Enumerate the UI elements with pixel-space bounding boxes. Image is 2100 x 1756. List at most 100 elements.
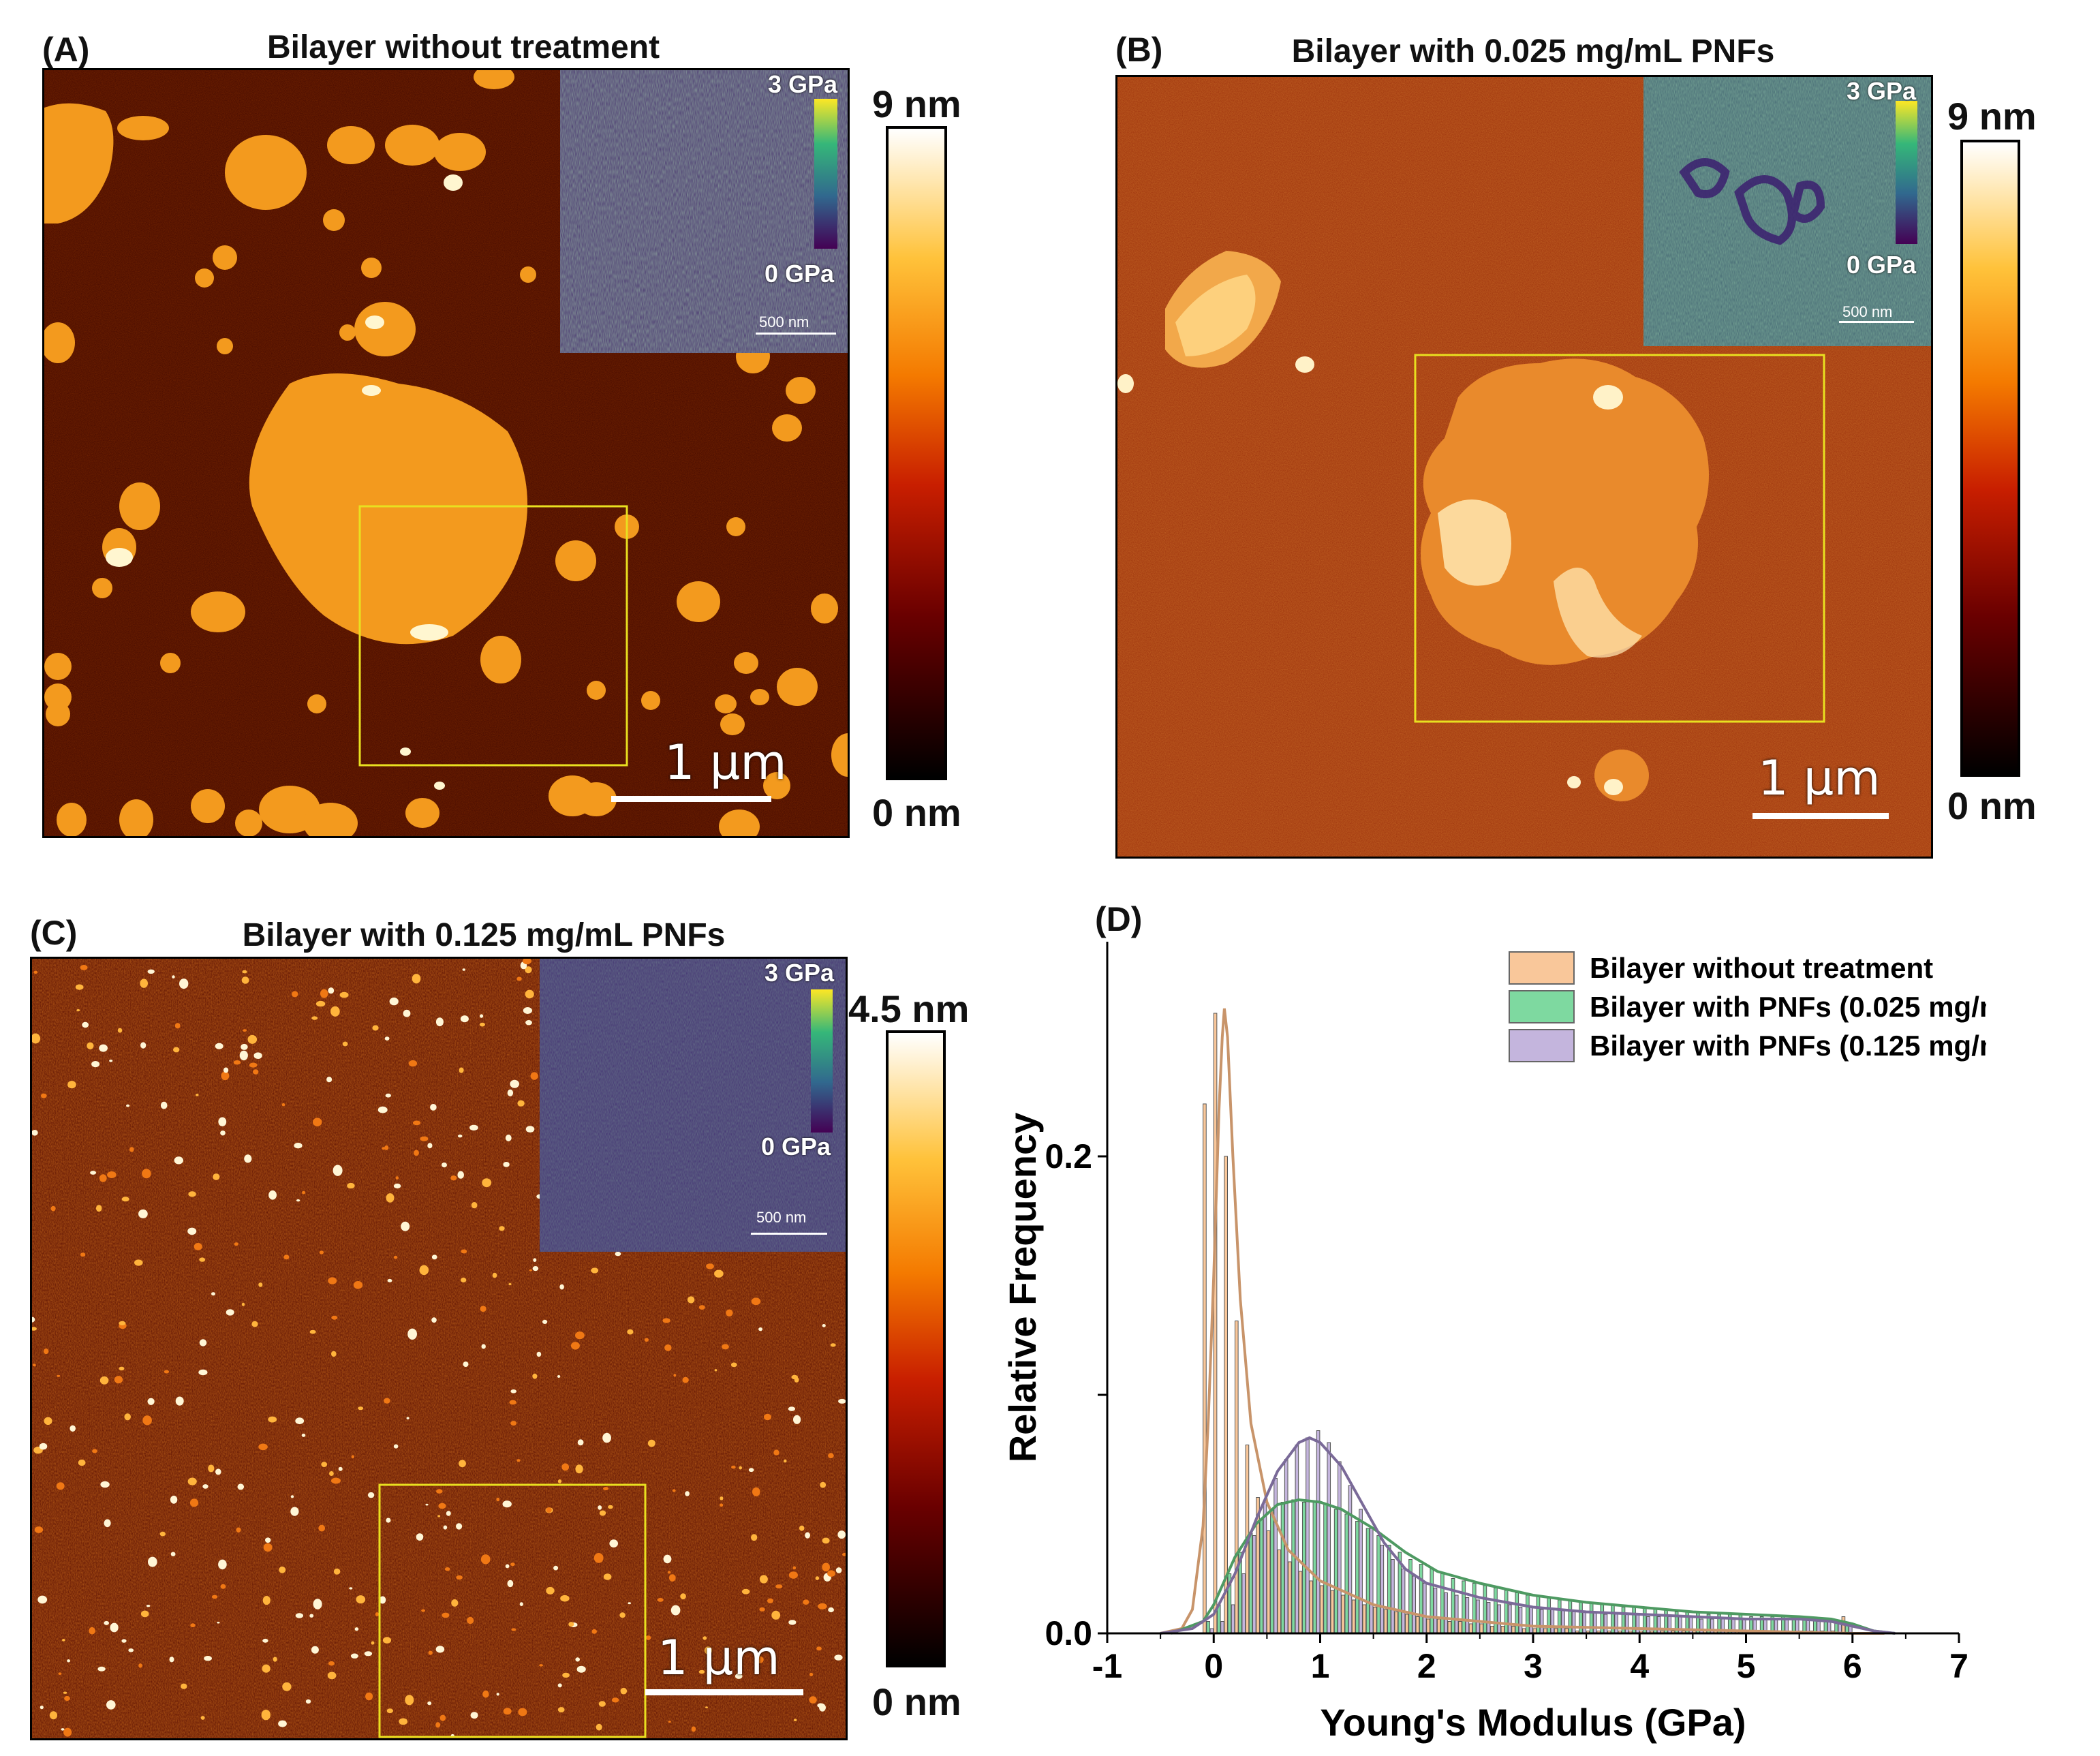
panel-c-particle	[389, 997, 399, 1006]
panel-d-histogram: -1 0 1 2 3 4 5 6 7 0.0 0.2 Young's Modulus (GPa) Rel…	[1001, 942, 1986, 1744]
panel-c-particle	[220, 1584, 226, 1589]
panel-c-particle	[834, 1654, 843, 1661]
histogram-bar	[1504, 1590, 1509, 1634]
panel-c-particle	[187, 1227, 197, 1235]
panel-c-particle	[220, 1130, 226, 1136]
histogram-bar	[1266, 1530, 1271, 1634]
panel-c-particle	[672, 1489, 676, 1492]
panel-c-particle	[261, 1710, 271, 1721]
panel-c-title: Bilayer with 0.125 mg/mL PNFs	[242, 917, 726, 953]
panel-c-particle	[70, 1425, 76, 1432]
panel-a-scalebar-line	[611, 796, 771, 802]
panel-c-particle	[431, 1317, 437, 1323]
panel-c-particle	[302, 1190, 306, 1195]
panel-c-particle	[365, 1692, 373, 1701]
panel-c-particle	[419, 1265, 429, 1276]
panel-b-inset-min: 0 GPa	[1847, 251, 1917, 279]
panel-c-particle	[698, 1305, 705, 1310]
histogram-bar	[1231, 1604, 1235, 1634]
panel-c-particle	[818, 1603, 827, 1609]
panel-c-particle	[706, 1263, 714, 1269]
panel-c-particle	[603, 1573, 612, 1580]
panel-c-particle	[213, 1173, 220, 1180]
panel-c-particle	[333, 1165, 343, 1176]
panel-c-particle	[218, 1117, 227, 1126]
histogram-bar	[1348, 1485, 1353, 1634]
x-tick-label: 6	[1843, 1647, 1862, 1685]
panel-c-particle	[532, 1266, 539, 1272]
panel-c-inset-min: 0 GPa	[761, 1133, 831, 1160]
panel-c-particle	[788, 1620, 797, 1625]
panel-c-particle	[382, 1637, 392, 1644]
panel-c-particle	[110, 1622, 119, 1633]
panel-c-particle	[403, 1009, 411, 1017]
panel-c-particle	[262, 1638, 268, 1643]
panel-c-particle	[146, 1605, 151, 1607]
panel-c-particle	[241, 976, 249, 984]
histogram-bar	[1419, 1564, 1423, 1634]
panel-c-particle	[367, 1492, 375, 1498]
panel-c-particle	[739, 1466, 742, 1470]
panel-c-particle	[354, 1627, 359, 1631]
panel-c-particle	[174, 1023, 181, 1029]
panel-c-particle	[339, 991, 349, 998]
panel-c-particle	[278, 1720, 287, 1727]
panel-c-particle	[170, 1495, 178, 1504]
panel-c-particle	[722, 1344, 729, 1350]
histogram-bar	[1472, 1583, 1477, 1634]
panel-c-particle	[204, 1656, 212, 1661]
panel-c-particle	[794, 1376, 799, 1383]
panel-c-particle	[644, 1338, 649, 1342]
histogram-bar	[1391, 1559, 1395, 1634]
panel-c-particle	[319, 1250, 324, 1254]
panel-c-particle	[159, 1531, 166, 1537]
panel-c-particle	[342, 1041, 348, 1047]
panel-c-particle	[758, 1327, 763, 1331]
panel-c-particle	[91, 1061, 100, 1068]
panel-c-particle	[553, 1565, 559, 1571]
panel-c-particle	[482, 1178, 492, 1188]
histogram-bar	[1235, 1321, 1239, 1634]
histogram-bar	[1593, 1612, 1597, 1634]
panel-c-particle	[202, 1484, 209, 1489]
panel-c-particle	[119, 1321, 126, 1325]
panel-b-colorbar-max: 9 nm	[1947, 95, 2037, 138]
panel-c-particle	[384, 1036, 390, 1041]
panel-c-particle	[435, 1646, 445, 1653]
histogram-bar	[1306, 1437, 1310, 1634]
panel-c-particle	[134, 1259, 143, 1266]
panel-c-particle	[793, 1415, 801, 1424]
histogram-bar	[1447, 1621, 1452, 1634]
panel-c-particle	[99, 1174, 107, 1182]
panel-c-particle	[691, 1726, 696, 1732]
panel-c-particle	[326, 1077, 333, 1083]
panel-c-particle	[223, 1067, 229, 1073]
histogram-bar	[1526, 1595, 1530, 1634]
panel-c-particle	[265, 1537, 271, 1543]
panel-c-particle	[320, 989, 328, 998]
panel-c-particle	[421, 1609, 425, 1612]
panel-c-particle	[67, 1659, 70, 1663]
panel-c-particle	[685, 1491, 690, 1496]
legend-swatch-1	[1509, 951, 1575, 985]
histogram-bar	[1376, 1535, 1380, 1634]
panel-c-particle	[384, 1398, 390, 1404]
panel-a-title: Bilayer without treatment	[266, 29, 660, 65]
histogram-bar	[1423, 1583, 1427, 1634]
panel-c-particle	[628, 1602, 631, 1605]
panel-c-particle	[827, 1570, 835, 1577]
panel-c-particle	[668, 1721, 671, 1723]
panel-c-particle	[730, 1362, 737, 1368]
panel-b-inset-scalebar: 500 nm	[1842, 303, 1893, 320]
panel-c-particle	[142, 1169, 151, 1179]
panel-c-particle	[138, 1209, 148, 1218]
panel-c-particle	[309, 1329, 316, 1334]
panel-c-particle	[557, 1479, 562, 1483]
histogram-bar	[1344, 1513, 1349, 1634]
panel-c-particle	[379, 1596, 386, 1604]
panel-c-particle	[315, 1000, 326, 1007]
panel-c-particle	[809, 1696, 817, 1704]
panel-c-particle	[107, 1171, 117, 1178]
panel-c-particle	[591, 1629, 597, 1634]
panel-c-particle	[505, 1135, 512, 1141]
